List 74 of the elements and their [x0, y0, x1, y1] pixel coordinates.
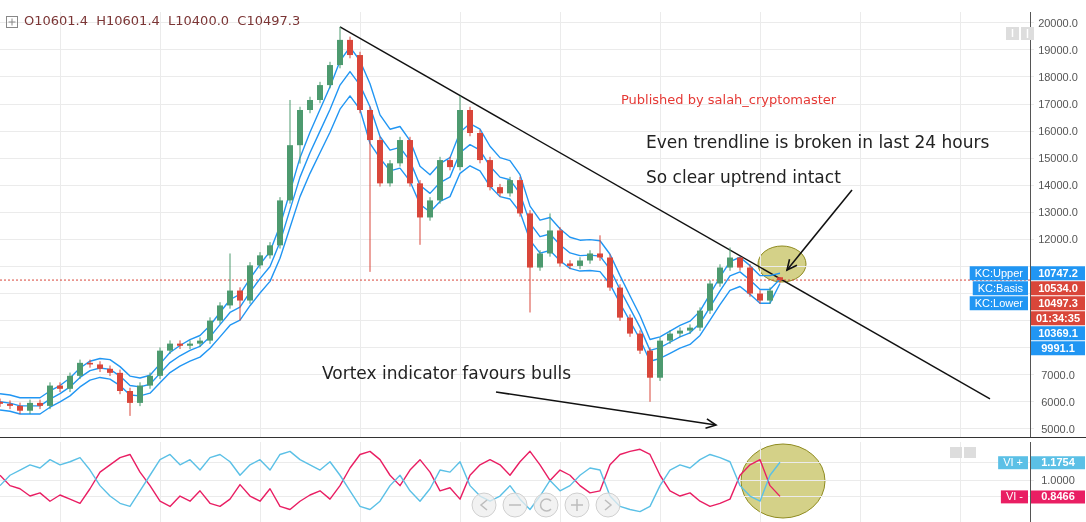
text: 10497.3 — [1038, 297, 1078, 310]
candlestick — [627, 313, 633, 338]
text: 9991.1 — [1041, 342, 1075, 355]
text: 10369.1 — [1038, 327, 1078, 340]
candlestick — [227, 252, 233, 310]
candlestick — [637, 329, 643, 355]
candlestick — [427, 196, 433, 222]
y-tick-label: 14000.0 — [1038, 179, 1078, 192]
y-tick-label: 17000.0 — [1038, 98, 1078, 111]
text: KC:Lower — [974, 297, 1024, 310]
y-tick-label: 15000.0 — [1038, 152, 1078, 165]
y-tick-label: 1.1754 — [1041, 456, 1076, 469]
candlestick — [717, 263, 723, 288]
candlestick — [107, 365, 113, 377]
candlestick — [7, 399, 13, 410]
candlestick — [697, 306, 703, 332]
y-tick-label: 7000.0 — [1041, 368, 1075, 381]
annotation: Even trendline is broken in last 24 hours — [646, 132, 990, 152]
candlestick — [47, 381, 53, 410]
candlestick — [207, 316, 213, 345]
candlestick — [667, 329, 673, 345]
candlestick — [567, 259, 573, 270]
text: 10534.0 — [1038, 282, 1078, 295]
candlestick — [387, 159, 393, 188]
candlestick — [167, 339, 173, 355]
candlestick — [547, 212, 553, 258]
y-tick-label: 18000.0 — [1038, 71, 1078, 83]
candlestick — [77, 359, 83, 380]
text: KC:Basis — [977, 282, 1024, 295]
y-tick-label: 6000.0 — [1041, 395, 1075, 408]
candlestick — [67, 372, 73, 393]
candlestick — [577, 256, 583, 270]
chart-title: O10601.4 H10601.4 L10400.0 C10497.3 — [24, 13, 301, 28]
y-tick-label: 0.8466 — [1041, 490, 1075, 503]
candlestick — [727, 247, 733, 272]
legend-label: VI + — [1003, 456, 1023, 469]
candlestick — [137, 381, 143, 407]
y-tick-label: 19000.0 — [1038, 43, 1078, 56]
candlestick — [497, 183, 503, 198]
y-tick-label: 12000.0 — [1038, 233, 1078, 246]
candlestick — [217, 301, 223, 325]
candlestick — [97, 360, 103, 373]
annotation: So clear uptrend intact — [646, 167, 842, 187]
y-tick-label: 20000.0 — [1038, 16, 1078, 29]
candlestick — [37, 399, 43, 410]
text: 01:34:35 — [1035, 312, 1081, 325]
text: Published by salah_cryptomaster — [621, 92, 837, 107]
candlestick — [597, 234, 603, 262]
candlestick — [397, 136, 403, 168]
candlestick — [347, 36, 353, 59]
candlestick — [127, 387, 133, 417]
candlestick — [177, 339, 183, 350]
annotation: Vortex indicator favours bulls — [322, 363, 572, 383]
text: 10747.2 — [1038, 267, 1078, 280]
candlestick — [17, 402, 23, 415]
candlestick — [237, 286, 243, 322]
candlestick — [467, 106, 473, 137]
candlestick — [317, 81, 323, 104]
y-tick-label: 5000.0 — [1041, 422, 1075, 435]
candlestick — [757, 289, 763, 305]
candlestick — [117, 369, 123, 395]
candlestick — [507, 176, 513, 198]
candlestick — [197, 336, 203, 348]
candlestick — [327, 61, 333, 89]
candlestick — [57, 381, 63, 393]
candlestick — [687, 323, 693, 335]
legend-label: KC:Upper — [974, 267, 1024, 280]
candlestick — [677, 326, 683, 338]
candlestick — [537, 249, 543, 272]
y-tick-label: 16000.0 — [1038, 125, 1078, 138]
legend-label: VI - — [1005, 490, 1024, 503]
y-tick-label: 1.0000 — [1041, 474, 1075, 487]
candlestick — [187, 339, 193, 350]
y-tick-label: 13000.0 — [1038, 206, 1078, 219]
